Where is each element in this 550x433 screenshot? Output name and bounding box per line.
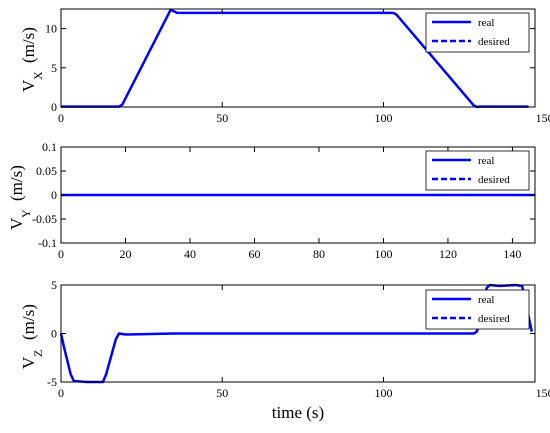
panel-vx-legend-desired-label: desired — [478, 36, 510, 48]
panel-vz-ytick-label-2: 5 — [51, 278, 57, 292]
panel-vy-ylabel: V Y (m/s) — [7, 165, 33, 230]
panel-vx-axes-layer: 0 50 100 150 0 5 10 — [45, 8, 550, 125]
panel-vy-xtick-label-2: 40 — [184, 247, 196, 261]
panel-vz-xtick-label-0: 0 — [58, 386, 64, 400]
panel-vz-ylabel-sub: Z — [31, 350, 45, 357]
panel-vy-ytick-label-1: -0.05 — [32, 212, 57, 226]
panel-vz-xtick-label-2: 100 — [374, 386, 392, 400]
panel-vy-legend-desired-label: desired — [478, 174, 510, 186]
panel-vx-xtick-label-2: 100 — [374, 111, 392, 125]
panel-vy-ytick-label-0: -0.1 — [38, 236, 57, 250]
panel-vy-ylabel-main: V — [7, 217, 26, 230]
panel-vy-legend-box — [425, 150, 530, 191]
panel-vy-xtick-label-3: 60 — [248, 247, 260, 261]
panel-vy-ytick-label-3: 0.05 — [36, 164, 57, 178]
panel-vz-ylabel-unit: (m/s) — [19, 304, 38, 340]
panel-vz-legend-desired-label: desired — [478, 313, 510, 325]
panel-vy-xtick-label-6: 120 — [439, 247, 457, 261]
panel-vy-xtick-label-1: 20 — [119, 247, 131, 261]
panel-vy-ylabel-unit: (m/s) — [7, 165, 26, 201]
panel-vy-xtick-label-0: 0 — [58, 247, 64, 261]
panel-vx-legend-real-label: real — [478, 17, 494, 29]
panel-vz-ylabel-main: V — [19, 356, 38, 369]
panel-vx-xtick-label-3: 150 — [536, 111, 550, 125]
panel-vz-series-desired — [60, 284, 533, 383]
panel-vx-ytick-label-0: 0 — [51, 100, 57, 114]
panel-vy-legend: real desired — [425, 150, 530, 191]
panel-vz-ytick-label-0: -5 — [47, 375, 57, 389]
panel-vx-ytick-label-1: 5 — [51, 61, 57, 75]
panel-vx: 0 50 100 150 0 5 10 V X (m/s) real desired — [19, 8, 550, 125]
panel-vx-ylabel: V X (m/s) — [19, 27, 45, 92]
panel-vy-ytick-label-4: 0.1 — [42, 140, 57, 154]
panel-vy-xtick-label-7: 140 — [503, 247, 521, 261]
panel-vx-ytick-label-2: 10 — [45, 22, 57, 36]
panel-vx-legend-box — [425, 12, 530, 53]
panel-vx-axes-frame — [60, 8, 536, 108]
panel-vz-ylabel: V Z (m/s) — [19, 304, 45, 369]
panel-vz-series-layer — [59, 283, 534, 384]
panel-vz-legend-box — [425, 289, 530, 330]
panel-vz-xtick-label-3: 150 — [536, 386, 550, 400]
panel-vx-ylabel-main: V — [19, 79, 38, 92]
panel-vy-axes-layer: 0 20 40 60 80 100 120 140 -0.1 -0.05 0 0.05 0.1 — [32, 140, 536, 261]
panel-vy-ytick-label-2: 0 — [51, 188, 57, 202]
panel-vz-legend-real-label: real — [478, 294, 494, 306]
panel-vy-xtick-label-4: 80 — [313, 247, 325, 261]
panel-vx-xtick-label-1: 50 — [216, 111, 228, 125]
panel-vx-ylabel-unit: (m/s) — [19, 27, 38, 63]
panel-vx-legend: real desired — [425, 12, 530, 53]
panel-vy: 0 20 40 60 80 100 120 140 -0.1 -0.05 0 0.05 0.1 V Y … — [7, 140, 536, 261]
panel-vz-xtick-label-1: 50 — [216, 386, 228, 400]
panel-vx-xtick-label-0: 0 — [58, 111, 64, 125]
panel-vy-legend-real-label: real — [478, 155, 494, 167]
panel-vz-legend: real desired — [425, 289, 530, 330]
panel-vy-ylabel-sub: Y — [19, 209, 33, 218]
panel-vz-ytick-label-1: 0 — [51, 327, 57, 341]
x-axis-title: time (s) — [272, 403, 324, 422]
panel-vy-xtick-label-5: 100 — [374, 247, 392, 261]
panel-vx-ylabel-sub: X — [31, 71, 45, 80]
panel-vx-series-desired — [61, 9, 529, 108]
